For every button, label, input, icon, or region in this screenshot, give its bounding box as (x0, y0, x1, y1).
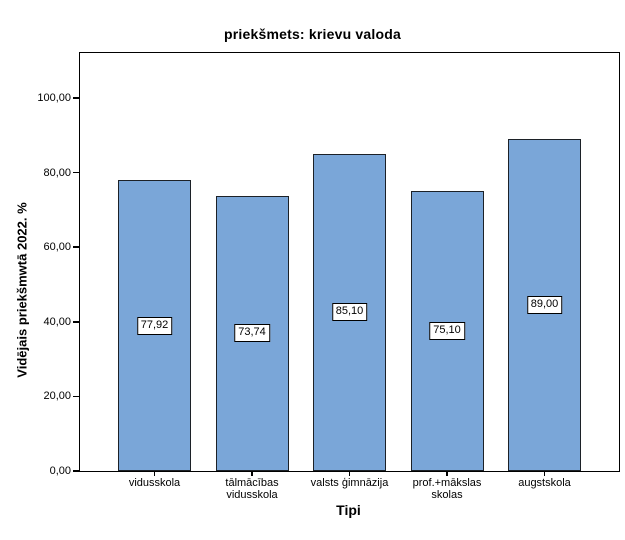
y-tick-mark (73, 97, 80, 99)
x-category-label: prof.+mākslas skolas (412, 477, 482, 501)
x-tick-mark (251, 471, 253, 476)
y-tick-label: 20,00 (43, 390, 71, 403)
bar-value-label: 77,92 (136, 316, 173, 335)
x-axis-title: Tipi (336, 502, 361, 518)
y-tick-mark (73, 171, 80, 174)
bar-value-label: 85,10 (331, 303, 368, 322)
chart-title: priekšmets: krievu valoda (224, 26, 401, 42)
y-tick-mark (73, 321, 80, 323)
x-category-label: vidusskola (128, 477, 181, 489)
x-tick-mark (348, 471, 351, 476)
y-tick-label: 40,00 (43, 315, 71, 328)
x-tick-mark (153, 471, 156, 476)
y-tick-label: 60,00 (43, 241, 71, 254)
bar-value-label: 75,10 (429, 321, 465, 340)
bar-value-label: 89,00 (526, 296, 563, 314)
x-tick-mark (446, 471, 448, 476)
x-category-label: valsts ģimnāzija (310, 477, 389, 489)
y-tick-mark (73, 395, 80, 398)
y-tick-label: 0,00 (49, 465, 71, 477)
y-tick-label: 80,00 (43, 166, 71, 179)
bar-value-label: 73,74 (234, 324, 270, 343)
x-category-label: tālmācības vidusskola (225, 477, 279, 501)
y-tick-label: 100,00 (37, 92, 71, 104)
y-tick-mark (73, 246, 80, 248)
plot-area: 0,00 20,00 40,00 60,00 80,00 100,00 77,92 vidus… (37, 52, 620, 501)
y-axis-title: Vidējais priekšmwtā 2022. % (14, 202, 30, 378)
x-category-label: augstskola (518, 477, 571, 489)
y-tick-mark (73, 470, 80, 472)
x-tick-mark (543, 471, 546, 476)
